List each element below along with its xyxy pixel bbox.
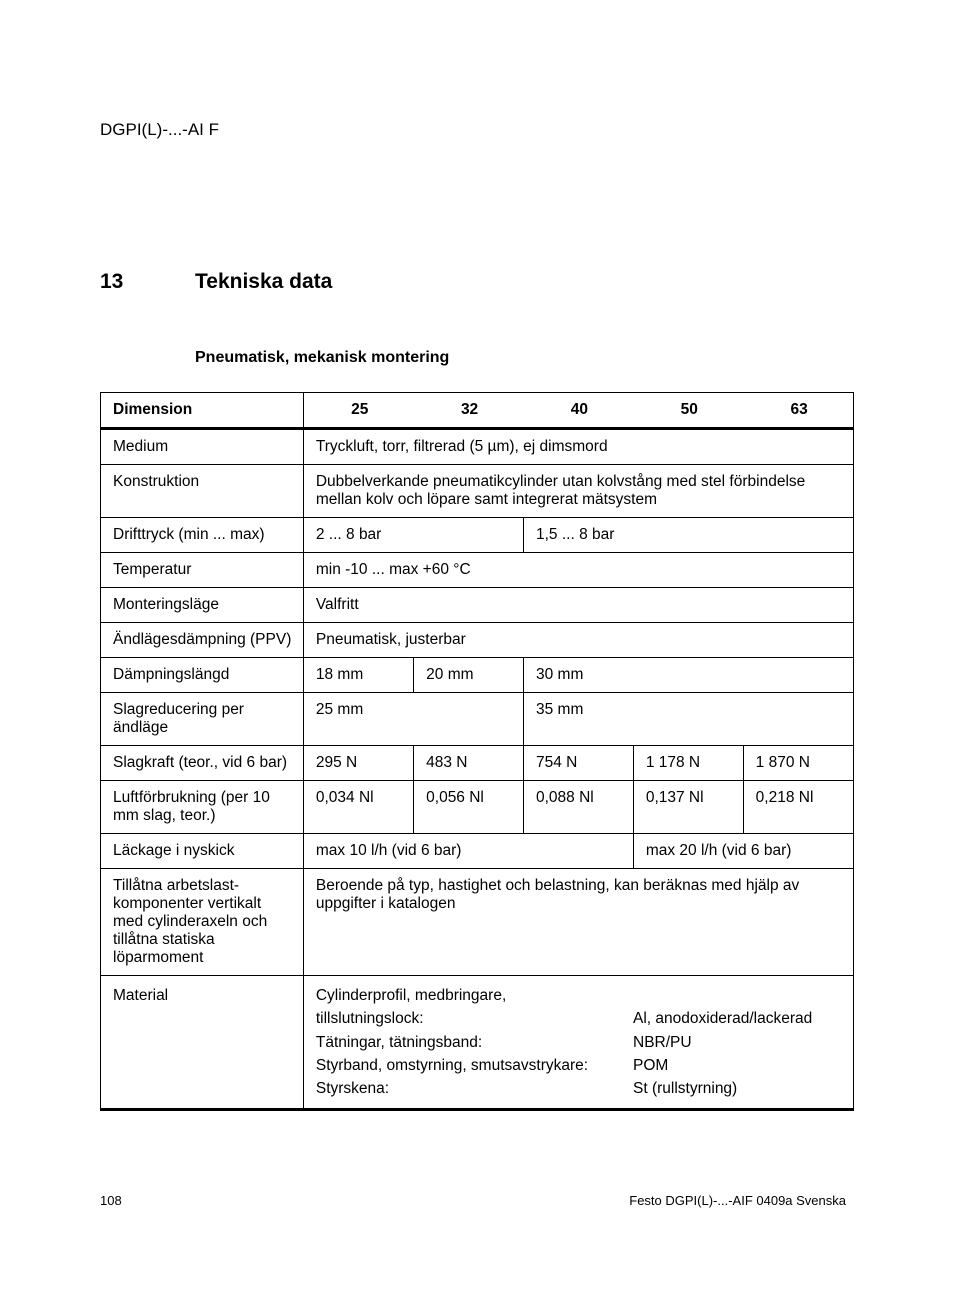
row-value: 35 mm bbox=[523, 693, 853, 746]
table-row: Tillåtna arbetslast-komponenter vertikal… bbox=[101, 869, 854, 976]
material-line: NBR/PU bbox=[633, 1031, 843, 1054]
material-line: Styrskena: bbox=[316, 1077, 623, 1100]
row-label: Ändlägesdämpning (PPV) bbox=[101, 623, 304, 658]
table-row: Dämpningslängd 18 mm 20 mm 30 mm bbox=[101, 658, 854, 693]
page-number: 108 bbox=[100, 1193, 122, 1208]
row-label: Material bbox=[101, 976, 304, 1110]
row-label: Temperatur bbox=[101, 553, 304, 588]
row-value: 295 N bbox=[303, 746, 413, 781]
material-line: Styrband, omstyrning, smutsavstrykare: bbox=[316, 1054, 623, 1077]
row-value: 18 mm bbox=[303, 658, 413, 693]
table-row: Konstruktion Dubbelverkande pneumatikcyl… bbox=[101, 465, 854, 518]
material-line: tillslutningslock: bbox=[316, 1007, 623, 1030]
material-values: Al, anodoxiderad/lackerad NBR/PU POM St … bbox=[633, 984, 843, 1100]
row-label: Slagreducering per ändläge bbox=[101, 693, 304, 746]
row-value: max 10 l/h (vid 6 bar) bbox=[303, 834, 633, 869]
subtitle: Pneumatisk, mekanisk montering bbox=[195, 349, 854, 367]
row-value: 2 ... 8 bar bbox=[303, 518, 523, 553]
table-row: Drifttryck (min ... max) 2 ... 8 bar 1,5… bbox=[101, 518, 854, 553]
product-code: DGPI(L)-...-AI F bbox=[100, 120, 854, 140]
section-title: Tekniska data bbox=[195, 270, 332, 294]
row-value: Valfritt bbox=[303, 588, 853, 623]
th-25: 25 bbox=[303, 393, 413, 429]
row-value: 1 178 N bbox=[633, 746, 743, 781]
material-line: Cylinderprofil, medbringare, bbox=[316, 984, 623, 1007]
row-label: Tillåtna arbetslast-komponenter vertikal… bbox=[101, 869, 304, 976]
page-footer: 108 Festo DGPI(L)-...-AIF 0409a Svenska bbox=[100, 1193, 846, 1208]
row-label: Luftförbrukning (per 10 mm slag, teor.) bbox=[101, 781, 304, 834]
row-value: Dubbelverkande pneumatikcylinder utan ko… bbox=[303, 465, 853, 518]
material-line: Al, anodoxiderad/lackerad bbox=[633, 1007, 843, 1030]
row-value: 0,137 Nl bbox=[633, 781, 743, 834]
row-label: Läckage i nyskick bbox=[101, 834, 304, 869]
table-row: Slagreducering per ändläge 25 mm 35 mm bbox=[101, 693, 854, 746]
doc-id: Festo DGPI(L)-...-AIF 0409a Svenska bbox=[629, 1193, 846, 1208]
section-number: 13 bbox=[100, 270, 195, 294]
row-value: max 20 l/h (vid 6 bar) bbox=[633, 834, 853, 869]
table-row: Ändlägesdämpning (PPV) Pneumatisk, juste… bbox=[101, 623, 854, 658]
table-header-row: Dimension 25 32 40 50 63 bbox=[101, 393, 854, 429]
row-label: Dämpningslängd bbox=[101, 658, 304, 693]
row-label: Monteringsläge bbox=[101, 588, 304, 623]
row-value: 1,5 ... 8 bar bbox=[523, 518, 853, 553]
row-label: Drifttryck (min ... max) bbox=[101, 518, 304, 553]
row-value: Tryckluft, torr, filtrerad (5 µm), ej di… bbox=[303, 429, 853, 465]
row-value: 0,034 Nl bbox=[303, 781, 413, 834]
material-line: St (rullstyrning) bbox=[633, 1077, 843, 1100]
row-value: 483 N bbox=[414, 746, 524, 781]
table-row: Luftförbrukning (per 10 mm slag, teor.) … bbox=[101, 781, 854, 834]
row-value: 0,218 Nl bbox=[743, 781, 853, 834]
row-value: min -10 ... max +60 °C bbox=[303, 553, 853, 588]
th-dimension: Dimension bbox=[101, 393, 304, 429]
row-value: Cylinderprofil, medbringare, tillslutnin… bbox=[303, 976, 853, 1110]
row-label: Medium bbox=[101, 429, 304, 465]
row-value: 20 mm bbox=[414, 658, 524, 693]
section-heading: 13 Tekniska data bbox=[100, 270, 854, 294]
row-value: Pneumatisk, justerbar bbox=[303, 623, 853, 658]
row-value: 0,088 Nl bbox=[523, 781, 633, 834]
row-label: Konstruktion bbox=[101, 465, 304, 518]
row-value: 754 N bbox=[523, 746, 633, 781]
row-value: 1 870 N bbox=[743, 746, 853, 781]
th-32: 32 bbox=[414, 393, 524, 429]
th-50: 50 bbox=[633, 393, 743, 429]
row-value: 25 mm bbox=[303, 693, 523, 746]
table-row: Slagkraft (teor., vid 6 bar) 295 N 483 N… bbox=[101, 746, 854, 781]
material-terms: Cylinderprofil, medbringare, tillslutnin… bbox=[316, 984, 623, 1100]
table-row: Monteringsläge Valfritt bbox=[101, 588, 854, 623]
table-row: Temperatur min -10 ... max +60 °C bbox=[101, 553, 854, 588]
row-value: 30 mm bbox=[523, 658, 853, 693]
table-row: Material Cylinderprofil, medbringare, ti… bbox=[101, 976, 854, 1110]
row-value: Beroende på typ, hastighet och belastnin… bbox=[303, 869, 853, 976]
table-row: Medium Tryckluft, torr, filtrerad (5 µm)… bbox=[101, 429, 854, 465]
spec-table: Dimension 25 32 40 50 63 Medium Tryckluf… bbox=[100, 392, 854, 1111]
th-40: 40 bbox=[523, 393, 633, 429]
table-row: Läckage i nyskick max 10 l/h (vid 6 bar)… bbox=[101, 834, 854, 869]
row-label: Slagkraft (teor., vid 6 bar) bbox=[101, 746, 304, 781]
th-63: 63 bbox=[743, 393, 853, 429]
row-value: 0,056 Nl bbox=[414, 781, 524, 834]
material-line: POM bbox=[633, 1054, 843, 1077]
material-line: Tätningar, tätningsband: bbox=[316, 1031, 623, 1054]
